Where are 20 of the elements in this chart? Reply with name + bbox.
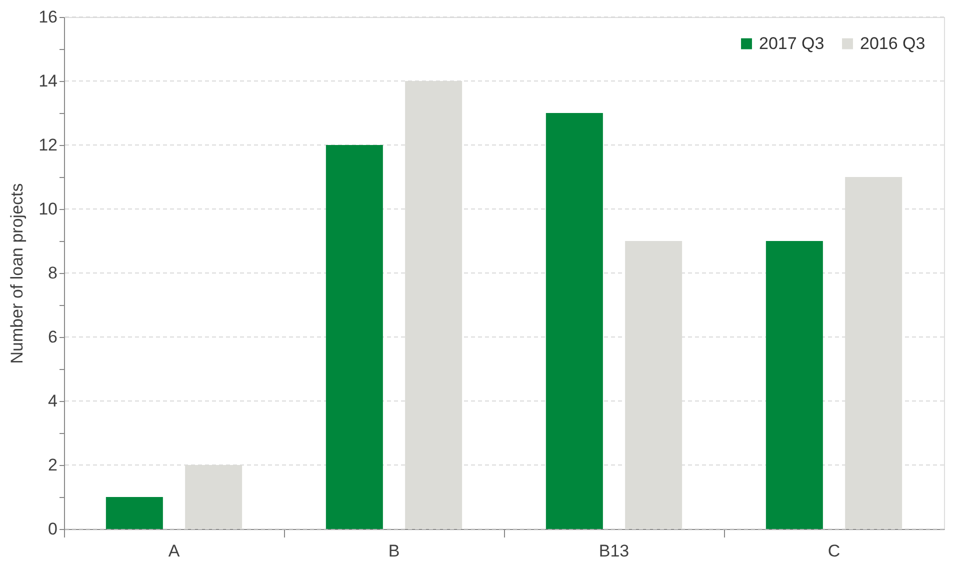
bar	[766, 241, 823, 529]
x-tick-label: A	[168, 542, 180, 560]
y-axis-title: Number of loan projects	[8, 183, 27, 364]
y-tick-label: 14	[38, 72, 58, 90]
x-tick-label: C	[828, 542, 840, 560]
bar	[326, 145, 383, 529]
y-tick-label: 0	[48, 520, 58, 538]
x-tick-label: B	[388, 542, 400, 560]
y-tick-label: 8	[48, 264, 58, 282]
y-tick-label: 4	[48, 392, 58, 410]
y-tick-label: 2	[48, 456, 58, 474]
legend-label: 2016 Q3	[860, 34, 926, 53]
bar	[546, 113, 603, 529]
legend-label: 2017 Q3	[759, 34, 824, 53]
y-tick-label: 16	[38, 8, 58, 26]
y-tick-label: 12	[38, 136, 58, 154]
y-tick-label: 10	[38, 200, 58, 218]
x-tick-label: B13	[598, 542, 630, 560]
y-tick-label: 6	[48, 328, 58, 346]
bar	[106, 497, 163, 529]
